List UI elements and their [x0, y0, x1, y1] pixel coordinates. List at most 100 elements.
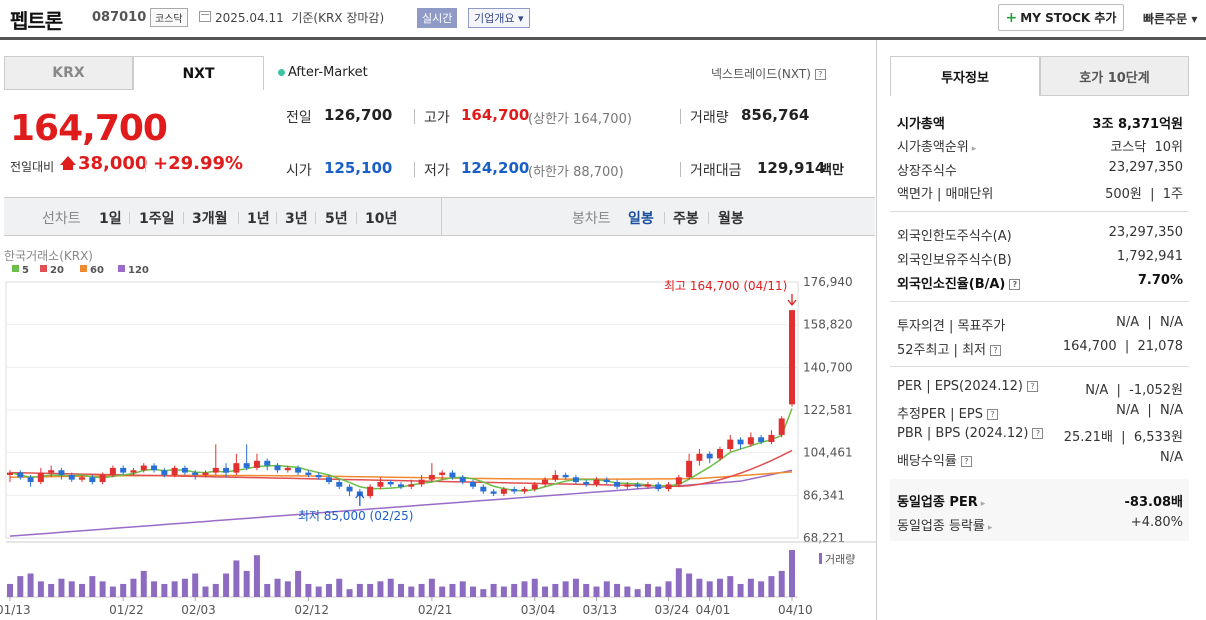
max-arrow-icon: [787, 294, 797, 307]
week52-value: 164,700 | 21,078: [1062, 339, 1183, 354]
divider: [680, 162, 681, 177]
date-basis: 2025.04.11 기준(KRX 장마감): [215, 11, 385, 25]
low-label: 저가: [424, 163, 450, 179]
max-annotation: 최고 164,700 (04/11): [664, 279, 787, 293]
week52-label: 52주최고 | 최저: [897, 343, 986, 358]
volume-bar: [737, 583, 744, 597]
up-arrow-icon: [60, 156, 76, 165]
volume-bar: [223, 573, 230, 597]
period-3m[interactable]: 3개월: [192, 211, 228, 227]
volume-bar: [552, 583, 559, 597]
cap-rank-value: 코스닥 10위: [1110, 140, 1183, 155]
y-tick-label: 140,700: [803, 360, 853, 374]
volume-bar: [202, 586, 209, 597]
stock-code: 087010: [92, 10, 147, 25]
candle: [264, 460, 271, 466]
candle: [130, 470, 137, 473]
volume-bar: [274, 578, 281, 597]
volume-bar: [542, 586, 549, 597]
per-value: N/A | -1,052원: [1085, 383, 1183, 398]
candle: [161, 470, 168, 475]
candle: [212, 467, 219, 473]
candle: [68, 474, 75, 480]
period-1y[interactable]: 1년: [247, 211, 270, 227]
candle: [171, 467, 178, 475]
lower-limit: (하한가 88,700): [528, 165, 624, 180]
add-mystock-button[interactable]: + MY STOCK 추가: [998, 4, 1124, 31]
help-icon[interactable]: ?: [1009, 279, 1021, 290]
volume-bar: [325, 583, 332, 597]
tab-order-book-10[interactable]: 호가 10단계: [1040, 56, 1189, 96]
volume-bar: [716, 578, 723, 597]
period-1w[interactable]: 1주일: [139, 211, 175, 227]
x-tick-label: 02/03: [181, 603, 216, 617]
after-market-dot-icon: [278, 69, 285, 76]
par-label: 액면가 | 매매단위: [897, 187, 994, 202]
tab-investment-info[interactable]: 투자정보: [890, 56, 1040, 96]
candle: [449, 472, 456, 478]
price-chart[interactable]: 한국거래소(KRX) 5 20 60 120 176,940 158,820 140,700 1…: [0, 240, 876, 620]
candle: [603, 479, 610, 483]
candle: [531, 484, 538, 490]
period-monthly[interactable]: 월봉: [718, 211, 744, 227]
help-icon[interactable]: ?: [990, 345, 1001, 356]
help-icon[interactable]: ?: [986, 409, 998, 420]
candle: [778, 418, 785, 435]
amount-value: 129,914: [757, 159, 826, 177]
volume-label: 거래량: [690, 110, 729, 126]
period-10y[interactable]: 10년: [365, 211, 398, 227]
help-icon[interactable]: ?: [814, 69, 826, 80]
tab-nxt[interactable]: NXT: [133, 56, 264, 90]
volume-bar: [68, 581, 75, 597]
min-arrow-icon: [355, 491, 365, 506]
opinion-value: N/A | N/A: [1116, 315, 1183, 330]
help-icon[interactable]: ?: [960, 456, 972, 467]
candle: [181, 467, 188, 473]
candle: [7, 472, 13, 475]
current-price: 164,700: [10, 108, 168, 149]
candle: [439, 472, 446, 475]
after-market-label[interactable]: After-Market: [288, 65, 368, 80]
industry-box: [890, 479, 1189, 541]
period-5y[interactable]: 5년: [325, 211, 348, 227]
candle: [243, 463, 250, 468]
foreign-hold-label: 외국인보유주식수(B): [897, 253, 1012, 268]
legend-swatch: [118, 265, 125, 272]
volume-bar: [470, 586, 477, 597]
period-3y[interactable]: 3년: [285, 211, 308, 227]
divider: [145, 156, 146, 172]
tab-krx[interactable]: KRX: [4, 56, 133, 90]
volume-bar: [140, 570, 147, 597]
period-1d[interactable]: 1일: [99, 211, 122, 227]
candle: [511, 489, 518, 492]
candle: [614, 482, 621, 487]
volume-bar: [603, 581, 610, 597]
volume-bar: [367, 583, 374, 597]
help-icon[interactable]: ?: [1026, 381, 1038, 392]
candle: [459, 477, 466, 483]
candle: [387, 482, 394, 485]
divider: [238, 212, 239, 224]
est-per-label: 추정PER | EPS: [897, 407, 983, 422]
volume-bar: [490, 583, 497, 597]
period-weekly[interactable]: 주봉: [673, 211, 699, 227]
shares-label: 상장주식수: [897, 164, 957, 179]
y-tick-label: 86,341: [803, 488, 845, 502]
change-percent: +29.99%: [153, 153, 244, 174]
candle: [542, 479, 549, 485]
volume-bar: [27, 573, 34, 597]
ma20-line: [9, 449, 793, 488]
volume-bar: [747, 578, 754, 597]
candle: [572, 477, 579, 483]
help-icon[interactable]: ?: [1032, 428, 1044, 439]
candle: [151, 465, 158, 471]
company-overview-button[interactable]: 기업개요 ▾: [468, 8, 530, 28]
x-tick-label: 03/04: [521, 603, 556, 617]
quick-order-button[interactable]: 빠른주문 ▾: [1143, 12, 1198, 26]
volume-bar: [572, 578, 579, 597]
up-arrow-icon-base: [63, 165, 73, 170]
period-daily[interactable]: 일봉: [628, 211, 654, 227]
nextrade-link[interactable]: 넥스트레이드(NXT)?: [711, 65, 826, 82]
realtime-badge[interactable]: 실시간: [417, 8, 458, 28]
pbr-label: PBR | BPS (2024.12): [897, 426, 1029, 441]
